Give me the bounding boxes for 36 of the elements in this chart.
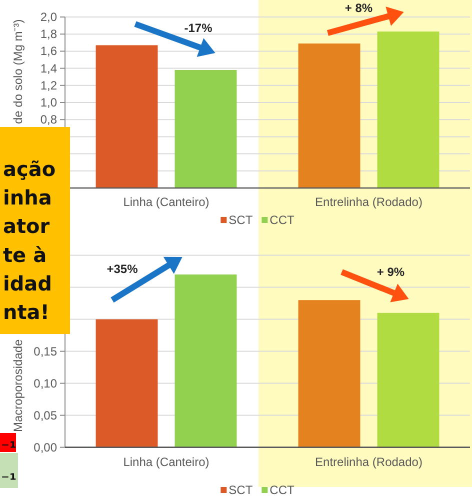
text: ⁻¹: [1, 470, 16, 489]
y-tick-label: 1,0: [40, 96, 58, 110]
bar: [298, 300, 360, 448]
text: ⁻¹: [1, 438, 16, 457]
bar: [174, 274, 237, 448]
legend-label: SCT: [228, 483, 254, 496]
text: ação inha ator te à idad nta!: [3, 157, 56, 324]
bar: [377, 312, 440, 448]
y-tick-label: 1,2: [40, 78, 58, 92]
y-tick-label: 1,8: [40, 27, 58, 42]
y-tick-label: 0,00: [34, 440, 58, 454]
bar: [377, 32, 440, 188]
bar: [174, 70, 237, 188]
legend-label: CCT: [270, 213, 295, 227]
x-tick-label: Linha (Canteiro): [123, 195, 210, 209]
y-tick-label: 0,10: [34, 376, 58, 390]
legend-label: SCT: [228, 213, 254, 227]
x-tick-label: Entrelinha (Rodado): [315, 455, 422, 469]
y-tick-label: 0,05: [34, 408, 58, 422]
y-axis-title: Macroporosidade: [11, 338, 25, 432]
y-tick-label: 0,15: [34, 344, 58, 358]
y-tick-label: 2,0: [40, 10, 58, 24]
bar: [96, 319, 158, 448]
y-tick-label: 0,8: [40, 112, 58, 127]
annotation: + 9%: [376, 265, 405, 279]
x-tick-label: Entrelinha (Rodado): [315, 195, 422, 209]
annotation: -17%: [184, 21, 213, 35]
bar: [96, 45, 158, 188]
annotation: +35%: [106, 262, 138, 276]
legend-label: CCT: [270, 483, 295, 496]
x-tick-label: Linha (Canteiro): [123, 455, 210, 469]
y-tick-label: 1,6: [40, 44, 58, 58]
y-tick-label: 1,4: [40, 61, 58, 76]
text: + 8%: [344, 1, 373, 15]
bar: [298, 44, 360, 188]
y-axis-title: de do solo (Mg m⁻³): [11, 19, 25, 124]
